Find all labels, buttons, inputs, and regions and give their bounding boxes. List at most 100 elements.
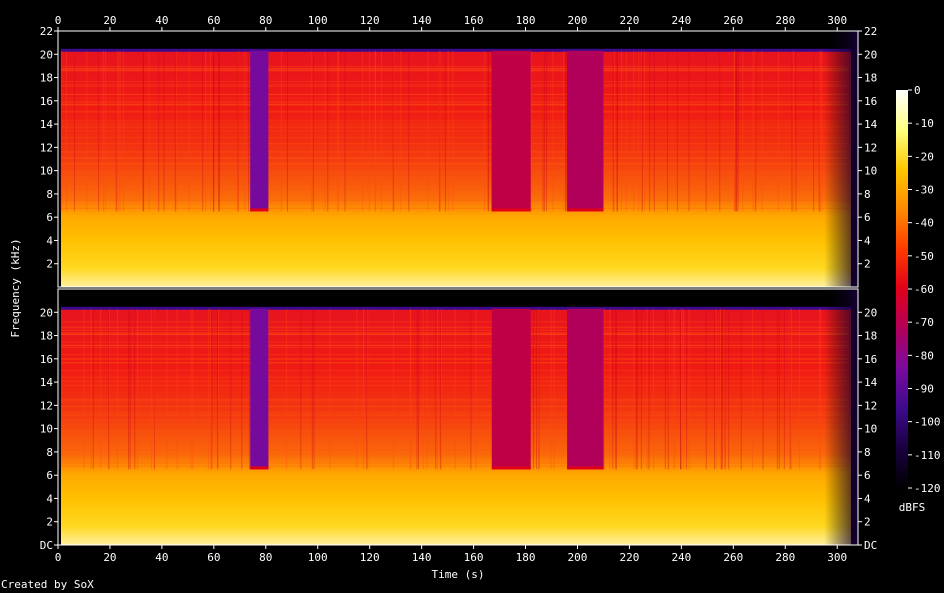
y-tick-label: 12 <box>40 399 53 412</box>
texture-streak <box>668 308 670 470</box>
texture-streak <box>615 308 617 470</box>
y-tick-label: 18 <box>864 330 877 343</box>
quiet-section <box>567 308 604 470</box>
y-tick-label: 10 <box>40 165 53 178</box>
texture-streak <box>603 308 605 470</box>
x-tick-label: 300 <box>827 551 847 564</box>
texture-streak <box>408 50 410 212</box>
texture-streak <box>435 308 437 470</box>
harmonic-line <box>61 405 849 407</box>
texture-streak <box>241 308 243 470</box>
colorbar-ramp <box>896 90 908 488</box>
y-tick-label: 16 <box>864 95 877 108</box>
texture-streak <box>393 50 395 212</box>
texture-streak <box>439 50 441 212</box>
texture-streak <box>202 50 204 212</box>
texture-streak <box>664 308 666 470</box>
texture-streak <box>633 308 635 470</box>
texture-streak <box>795 50 797 212</box>
harmonic-line <box>61 84 849 86</box>
x-tick-label: 60 <box>207 551 220 564</box>
y-tick-label: 4 <box>46 492 53 505</box>
harmonic-line <box>61 104 849 106</box>
x-tick-label: 40 <box>155 14 168 27</box>
x-tick-label: 260 <box>723 14 743 27</box>
texture-streak <box>761 50 763 212</box>
y-tick-label: 10 <box>40 423 53 436</box>
harmonic-line <box>61 171 849 173</box>
texture-streak <box>638 50 640 212</box>
texture-streak <box>487 50 489 212</box>
texture-streak <box>447 50 449 212</box>
texture-streak <box>115 50 117 212</box>
texture-streak <box>210 50 212 212</box>
texture-streak <box>416 308 418 470</box>
texture-streak <box>544 50 546 212</box>
x-tick-label: 160 <box>464 551 484 564</box>
y-tick-label: 2 <box>46 516 53 529</box>
harmonic-line <box>61 199 849 201</box>
y-tick-label: 10 <box>864 423 877 436</box>
texture-streak <box>789 308 791 470</box>
texture-streak <box>721 308 723 470</box>
harmonic-line <box>61 137 849 139</box>
texture-streak <box>680 308 682 470</box>
x-axis-label: Time (s) <box>432 568 485 581</box>
texture-streak <box>153 308 155 470</box>
texture-streak <box>108 308 110 470</box>
harmonic-line <box>61 430 849 432</box>
harmonic-line <box>61 123 849 125</box>
texture-streak <box>212 50 214 212</box>
texture-streak <box>188 50 190 212</box>
harmonic-line <box>61 411 849 413</box>
y-tick-label: 4 <box>46 234 53 247</box>
harmonic-line <box>61 158 849 160</box>
texture-streak <box>491 50 493 212</box>
texture-streak <box>609 308 611 470</box>
y-tick-label: 16 <box>40 95 53 108</box>
y-tick-label: 18 <box>40 330 53 343</box>
texture-streak <box>636 308 638 470</box>
harmonic-line <box>61 434 849 436</box>
colorbar-tick-label: 0 <box>914 84 921 97</box>
texture-streak <box>752 50 754 212</box>
texture-streak <box>776 308 778 470</box>
texture-streak <box>60 50 62 212</box>
texture-streak <box>237 50 239 212</box>
harmonic-line <box>61 429 849 431</box>
colorbar-label: dBFS <box>899 501 926 514</box>
texture-streak <box>59 308 61 470</box>
texture-streak <box>205 50 207 212</box>
harmonic-line <box>61 414 849 416</box>
texture-streak <box>422 308 424 470</box>
texture-streak <box>550 308 552 470</box>
x-tick-label: 140 <box>412 14 432 27</box>
y-tick-label: 10 <box>864 165 877 178</box>
texture-streak <box>90 308 92 470</box>
texture-streak <box>102 50 104 212</box>
texture-streak <box>616 50 618 212</box>
texture-streak <box>219 50 221 212</box>
texture-streak <box>735 50 737 212</box>
texture-streak <box>790 308 792 470</box>
harmonic-line <box>61 127 849 129</box>
texture-streak <box>92 308 94 470</box>
harmonic-line <box>61 327 849 329</box>
texture-streak <box>207 308 209 470</box>
texture-streak <box>137 308 139 470</box>
harmonic-line <box>61 380 849 382</box>
x-tick-label: 200 <box>568 14 588 27</box>
texture-streak <box>366 308 368 470</box>
y-tick-label: 20 <box>40 306 53 319</box>
texture-streak <box>86 50 88 212</box>
texture-streak <box>789 308 791 470</box>
harmonic-line <box>61 333 849 335</box>
texture-streak <box>380 50 382 212</box>
texture-streak <box>338 50 340 212</box>
texture-streak <box>653 50 655 212</box>
harmonic-line <box>61 341 849 343</box>
y-tick-label: 4 <box>864 492 871 505</box>
y-tick-label: 2 <box>864 258 871 271</box>
colorbar-tick-label: -100 <box>914 416 941 429</box>
